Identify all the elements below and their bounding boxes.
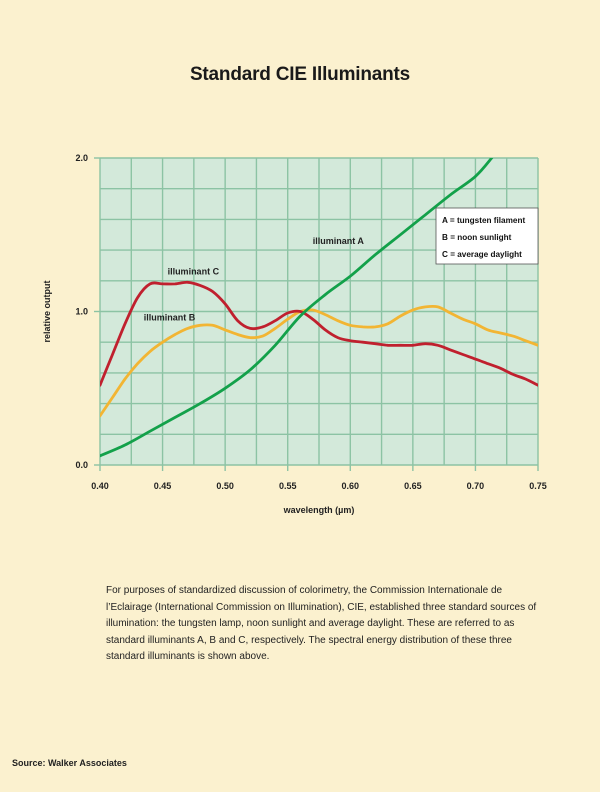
annotation-illuminant-a: illuminant A — [313, 236, 365, 246]
y-tick-label: 0.0 — [75, 460, 88, 470]
x-tick-label: 0.55 — [279, 481, 297, 491]
chart: 0.40 0.45 0.50 0.55 0.60 0.65 0.70 0.75 0.0 1.0 2.… — [42, 153, 547, 515]
series-illuminant-a-line — [100, 158, 494, 458]
legend-box — [435, 207, 539, 265]
y-axis-label: relative output — [42, 280, 52, 342]
series-illuminant-c-line — [100, 280, 538, 387]
page-title: Standard CIE Illuminants — [189, 64, 411, 85]
x-tick-label: 0.40 — [91, 481, 109, 491]
x-tick-label: 0.60 — [342, 481, 360, 491]
x-tick-label: 0.65 — [404, 481, 422, 491]
x-tick-label: 0.75 — [529, 481, 547, 491]
source-credit: Source: Walker Associates — [12, 758, 127, 768]
x-tick-label: 0.50 — [216, 481, 234, 491]
description-paragraph: For purposes of standardized discussion … — [106, 585, 537, 662]
series-illuminant-b-line — [100, 304, 538, 418]
legend-entry: C = average daylight — [442, 250, 522, 259]
x-tick-label: 0.45 — [154, 481, 172, 491]
annotation-illuminant-c: illuminant C — [168, 267, 220, 277]
legend-entry: A = tungsten filament — [442, 216, 525, 225]
x-axis-label: wavelength (µm) — [283, 505, 355, 515]
y-tick-label: 2.0 — [75, 153, 88, 163]
y-tick-label: 1.0 — [75, 307, 88, 317]
legend-entry: B = noon sunlight — [442, 233, 512, 242]
annotation-illuminant-b: illuminant B — [144, 313, 196, 323]
x-tick-label: 0.70 — [467, 481, 485, 491]
